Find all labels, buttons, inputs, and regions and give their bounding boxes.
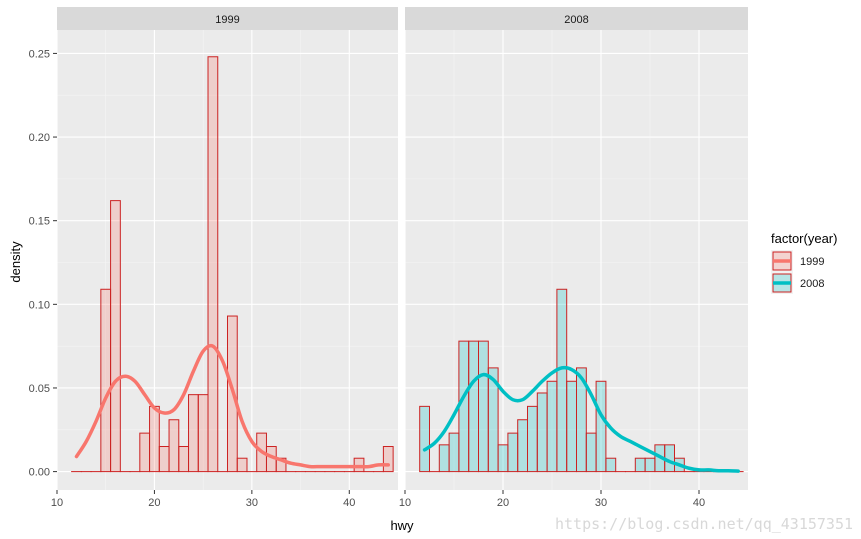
- x-axis-label: hwy: [390, 518, 414, 533]
- watermark-text: https://blog.csdn.net/qq_43157351: [554, 515, 853, 533]
- legend-key-1999: 1999: [771, 250, 824, 272]
- histogram-bar: [536, 392, 548, 473]
- histogram-bar: [585, 432, 597, 473]
- y-axis-label: density: [8, 241, 23, 283]
- histogram-bar: [448, 432, 460, 473]
- x-tick-label: 30: [595, 497, 607, 509]
- histogram-bar: [566, 380, 578, 473]
- legend-key-2008: 2008: [771, 272, 824, 294]
- histogram-bar: [478, 340, 489, 473]
- histogram-bar: [188, 394, 199, 473]
- histogram-bar: [507, 432, 519, 473]
- panel-2008: 2008 10 20 30 40: [399, 7, 748, 509]
- histogram-bar: [644, 457, 656, 473]
- density-curve: [422, 365, 740, 473]
- x-tick-label: 40: [343, 497, 355, 509]
- y-tick-label: 0.25: [29, 48, 50, 60]
- legend-label: 2008: [800, 278, 824, 290]
- histogram-bar: [236, 457, 248, 473]
- y-tick-label: 0.05: [29, 383, 50, 395]
- panels-layer: 1999 10 20 30 40 0.00 0.05 0.10 0.15 0.20 0.25 2008…: [29, 7, 748, 509]
- y-tick-label: 0.20: [29, 132, 50, 144]
- histogram-bar: [149, 405, 160, 473]
- histogram-bar: [197, 394, 209, 473]
- histogram-bar: [178, 446, 190, 473]
- histogram-bar: [576, 367, 587, 473]
- histogram-bar: [158, 446, 170, 473]
- histogram-bar: [556, 288, 568, 473]
- histogram-bar: [382, 446, 394, 473]
- y-tick-label: 0.00: [29, 467, 50, 479]
- facet-strip-label: 1999: [215, 14, 239, 26]
- x-tick-label: 10: [399, 497, 411, 509]
- histogram-bar: [634, 457, 646, 473]
- histogram-bar: [487, 367, 499, 473]
- density-curve: [74, 343, 391, 469]
- x-tick-label: 20: [148, 497, 160, 509]
- facet-strip: [405, 7, 748, 30]
- histogram-bar: [527, 405, 538, 473]
- histogram-bar: [168, 419, 180, 473]
- histogram-bar: [605, 457, 617, 473]
- x-tick-label: 10: [51, 497, 63, 509]
- histogram-bar: [100, 288, 112, 473]
- histogram-bar: [468, 340, 480, 473]
- histogram-bar: [207, 56, 219, 473]
- y-tick-label: 0.10: [29, 299, 50, 311]
- facet-strip: [57, 7, 398, 30]
- x-tick-label: 20: [497, 497, 509, 509]
- histogram-bar: [546, 380, 558, 473]
- histogram-bar: [438, 444, 450, 473]
- x-tick-label: 30: [246, 497, 258, 509]
- histogram-bar: [139, 432, 151, 473]
- histogram-bar: [517, 419, 529, 473]
- legend-label: 1999: [800, 256, 824, 268]
- histogram-bar: [419, 405, 431, 473]
- histogram-bar: [595, 380, 607, 473]
- histogram-bar: [110, 200, 121, 473]
- legend-title: factor(year): [771, 231, 837, 246]
- legend: factor(year) 1999 2008: [771, 231, 837, 294]
- y-tick-label: 0.15: [29, 216, 50, 228]
- histogram-bar: [497, 444, 509, 473]
- facet-strip-label: 2008: [564, 14, 588, 26]
- panel-1999: 1999 10 20 30 40 0.00 0.05 0.10 0.15 0.20 0.25: [29, 7, 398, 509]
- x-tick-label: 40: [693, 497, 705, 509]
